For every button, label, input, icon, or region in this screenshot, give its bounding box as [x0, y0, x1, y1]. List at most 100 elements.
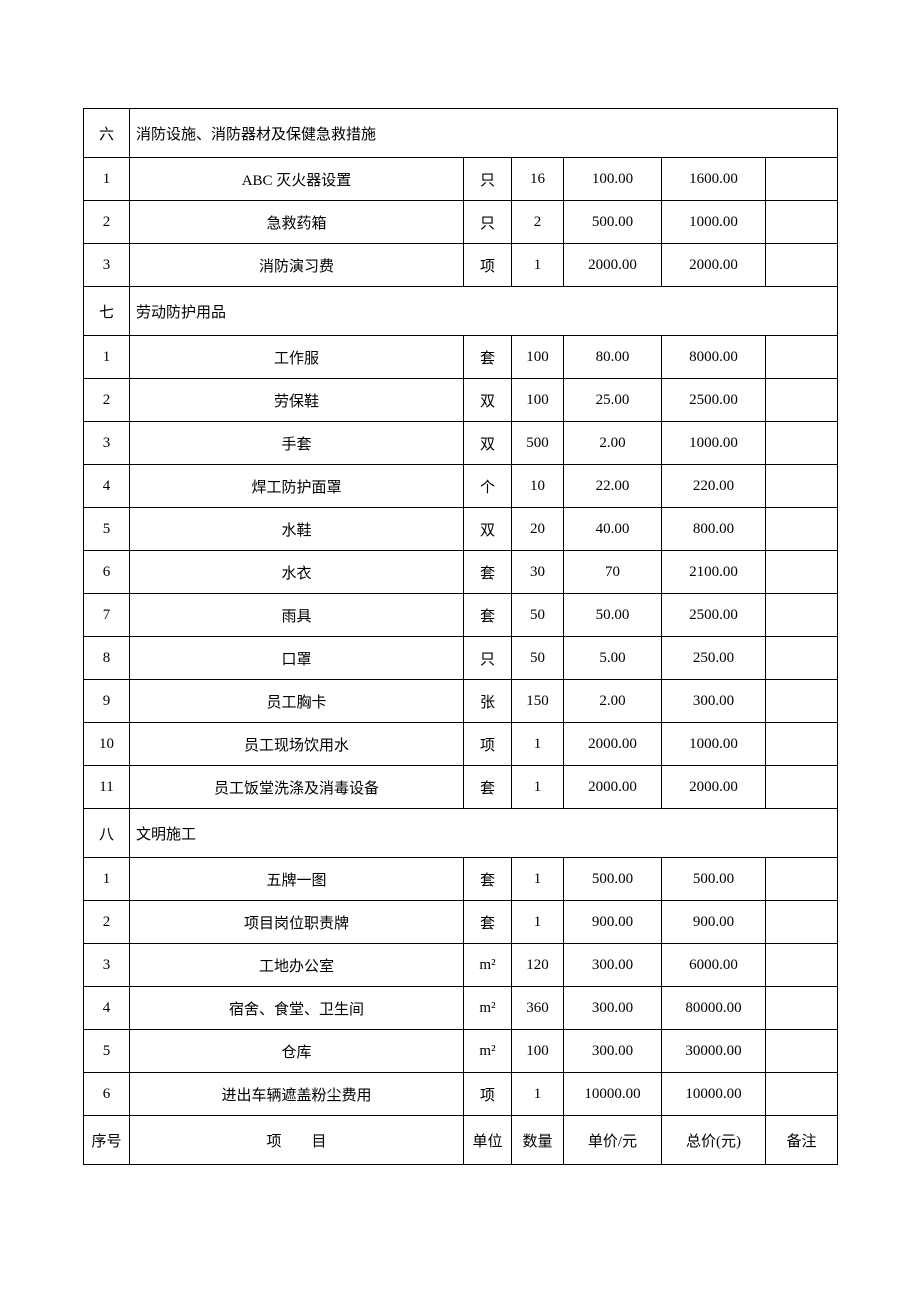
item-price: 2000.00: [564, 723, 662, 766]
item-note: [766, 201, 838, 244]
table-row: 2急救药箱只2500.001000.00: [84, 201, 838, 244]
table-row: 4宿舍、食堂、卫生间m²360300.0080000.00: [84, 987, 838, 1030]
item-price: 2.00: [564, 422, 662, 465]
item-qty: 120: [512, 944, 564, 987]
item-name: 仓库: [130, 1030, 464, 1073]
item-total: 2500.00: [662, 379, 766, 422]
item-note: [766, 336, 838, 379]
item-total: 80000.00: [662, 987, 766, 1030]
section-num: 八: [84, 809, 130, 858]
item-price: 500.00: [564, 858, 662, 901]
section-title: 劳动防护用品: [130, 287, 838, 336]
row-index: 3: [84, 244, 130, 287]
item-qty: 20: [512, 508, 564, 551]
section-title: 消防设施、消防器材及保健急救措施: [130, 109, 838, 158]
item-price: 2000.00: [564, 244, 662, 287]
item-qty: 1: [512, 766, 564, 809]
row-index: 10: [84, 723, 130, 766]
item-note: [766, 158, 838, 201]
item-name: 员工饭堂洗涤及消毒设备: [130, 766, 464, 809]
item-total: 250.00: [662, 637, 766, 680]
item-name: 劳保鞋: [130, 379, 464, 422]
item-qty: 1: [512, 723, 564, 766]
item-qty: 30: [512, 551, 564, 594]
item-price: 300.00: [564, 1030, 662, 1073]
item-name: 焊工防护面罩: [130, 465, 464, 508]
table-row: 3消防演习费项12000.002000.00: [84, 244, 838, 287]
table-row: 8口罩只505.00250.00: [84, 637, 838, 680]
item-note: [766, 465, 838, 508]
item-unit: 双: [464, 508, 512, 551]
item-unit: 双: [464, 422, 512, 465]
item-note: [766, 901, 838, 944]
item-price: 22.00: [564, 465, 662, 508]
item-price: 300.00: [564, 944, 662, 987]
table-row: 3工地办公室m²120300.006000.00: [84, 944, 838, 987]
header-unit: 单位: [464, 1116, 512, 1165]
row-index: 5: [84, 1030, 130, 1073]
section-num: 六: [84, 109, 130, 158]
row-index: 5: [84, 508, 130, 551]
item-qty: 16: [512, 158, 564, 201]
row-index: 1: [84, 858, 130, 901]
item-total: 10000.00: [662, 1073, 766, 1116]
row-index: 8: [84, 637, 130, 680]
item-qty: 50: [512, 637, 564, 680]
item-total: 6000.00: [662, 944, 766, 987]
table-row: 2项目岗位职责牌套1900.00900.00: [84, 901, 838, 944]
table-row: 3手套双5002.001000.00: [84, 422, 838, 465]
row-index: 3: [84, 422, 130, 465]
item-unit: 套: [464, 858, 512, 901]
item-unit: 项: [464, 1073, 512, 1116]
section-num: 七: [84, 287, 130, 336]
item-name: 水鞋: [130, 508, 464, 551]
item-price: 80.00: [564, 336, 662, 379]
row-index: 6: [84, 551, 130, 594]
item-qty: 100: [512, 336, 564, 379]
item-qty: 100: [512, 379, 564, 422]
item-note: [766, 551, 838, 594]
item-note: [766, 637, 838, 680]
row-index: 4: [84, 465, 130, 508]
item-name: 雨具: [130, 594, 464, 637]
table-row: 11员工饭堂洗涤及消毒设备套12000.002000.00: [84, 766, 838, 809]
item-total: 220.00: [662, 465, 766, 508]
item-qty: 1: [512, 901, 564, 944]
item-qty: 2: [512, 201, 564, 244]
row-index: 4: [84, 987, 130, 1030]
item-note: [766, 379, 838, 422]
item-name: 员工胸卡: [130, 680, 464, 723]
row-index: 3: [84, 944, 130, 987]
item-note: [766, 244, 838, 287]
column-header-row: 序号项 目单位数量单价/元总价(元)备注: [84, 1116, 838, 1165]
table-row: 4焊工防护面罩个1022.00220.00: [84, 465, 838, 508]
table-row: 5仓库m²100300.0030000.00: [84, 1030, 838, 1073]
item-unit: m²: [464, 1030, 512, 1073]
item-total: 2100.00: [662, 551, 766, 594]
item-unit: 只: [464, 201, 512, 244]
table-row: 5水鞋双2040.00800.00: [84, 508, 838, 551]
item-qty: 150: [512, 680, 564, 723]
row-index: 6: [84, 1073, 130, 1116]
cost-table: 六消防设施、消防器材及保健急救措施1ABC 灭火器设置只16100.001600…: [83, 108, 838, 1165]
item-unit: 套: [464, 551, 512, 594]
item-total: 1000.00: [662, 201, 766, 244]
item-name: 员工现场饮用水: [130, 723, 464, 766]
item-total: 2000.00: [662, 244, 766, 287]
section-header-row: 八文明施工: [84, 809, 838, 858]
table-row: 9员工胸卡张1502.00300.00: [84, 680, 838, 723]
section-header-row: 七劳动防护用品: [84, 287, 838, 336]
item-price: 2.00: [564, 680, 662, 723]
item-name: 急救药箱: [130, 201, 464, 244]
table-row: 6水衣套30702100.00: [84, 551, 838, 594]
header-price: 单价/元: [564, 1116, 662, 1165]
item-price: 70: [564, 551, 662, 594]
item-total: 8000.00: [662, 336, 766, 379]
item-name: 项目岗位职责牌: [130, 901, 464, 944]
item-price: 10000.00: [564, 1073, 662, 1116]
table-row: 1五牌一图套1500.00500.00: [84, 858, 838, 901]
item-total: 1600.00: [662, 158, 766, 201]
item-unit: 套: [464, 594, 512, 637]
item-price: 40.00: [564, 508, 662, 551]
item-price: 2000.00: [564, 766, 662, 809]
